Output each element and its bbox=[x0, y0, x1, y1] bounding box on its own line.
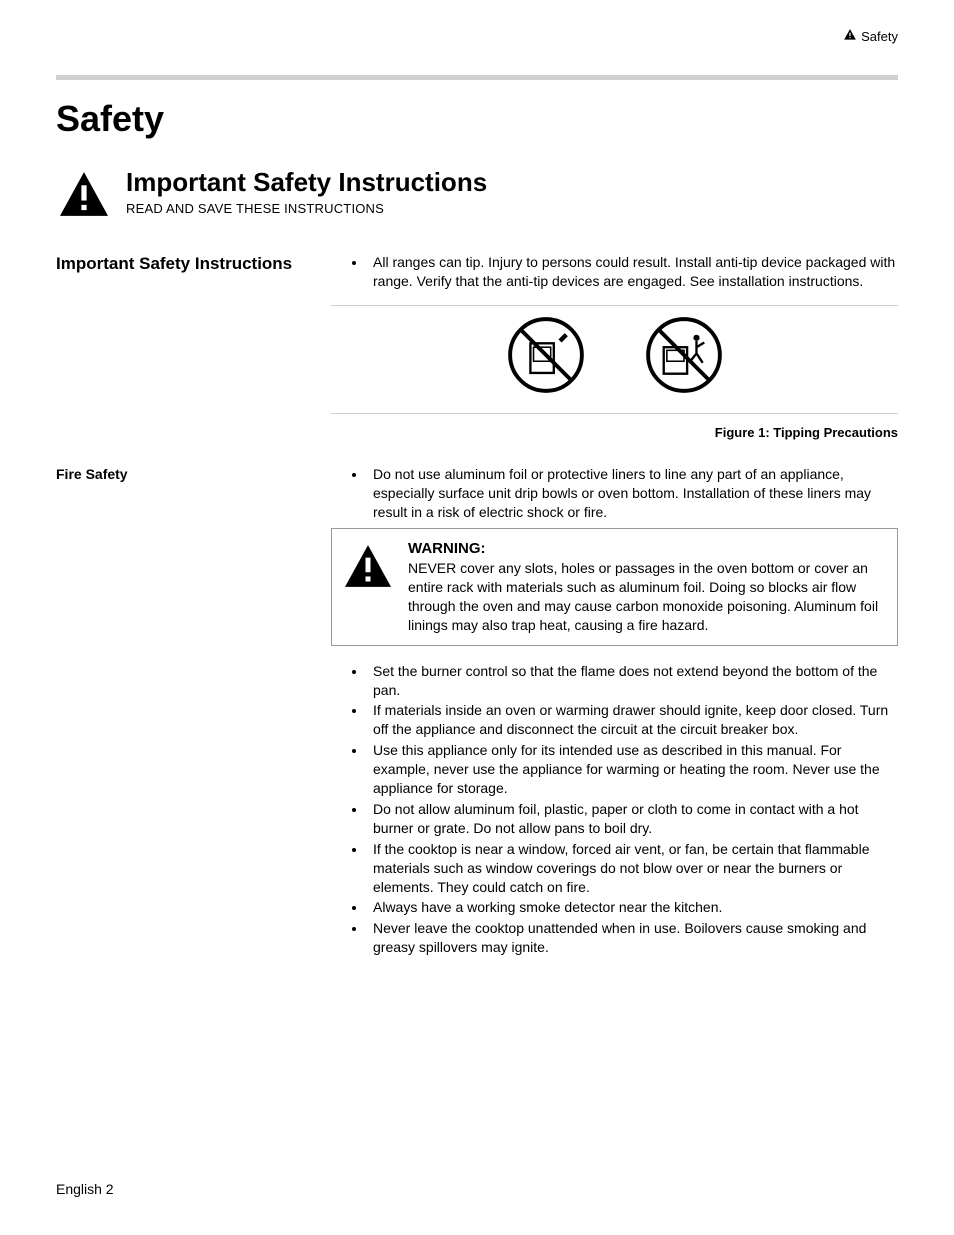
side-label: Fire Safety bbox=[56, 465, 311, 959]
bullet-list: All ranges can tip. Injury to persons co… bbox=[331, 253, 898, 291]
bullet-list: Do not use aluminum foil or protective l… bbox=[331, 465, 898, 522]
page-title: Safety bbox=[56, 98, 898, 140]
list-item: Always have a working smoke detector nea… bbox=[367, 898, 898, 917]
side-label: Important Safety Instructions bbox=[56, 253, 311, 455]
no-tip-icon bbox=[507, 316, 585, 399]
header-label: Safety bbox=[861, 29, 898, 44]
rule bbox=[331, 305, 898, 306]
warning-triangle-icon bbox=[843, 28, 857, 45]
figure-row bbox=[331, 316, 898, 399]
body-col: All ranges can tip. Injury to persons co… bbox=[331, 253, 898, 455]
rule bbox=[331, 413, 898, 414]
bullet-list: Set the burner control so that the flame… bbox=[331, 662, 898, 957]
list-item: Set the burner control so that the flame… bbox=[367, 662, 898, 700]
body-col: Do not use aluminum foil or protective l… bbox=[331, 465, 898, 959]
warning-triangle-icon bbox=[342, 543, 394, 635]
warning-triangle-icon bbox=[56, 170, 112, 223]
top-divider bbox=[56, 75, 898, 80]
no-climb-icon bbox=[645, 316, 723, 399]
list-item: All ranges can tip. Injury to persons co… bbox=[367, 253, 898, 291]
figure-caption: Figure 1: Tipping Precautions bbox=[331, 424, 898, 442]
warning-box: WARNING: NEVER cover any slots, holes or… bbox=[331, 528, 898, 646]
section-header: Important Safety Instructions READ AND S… bbox=[56, 168, 898, 223]
list-item: If materials inside an oven or warming d… bbox=[367, 701, 898, 739]
list-item: If the cooktop is near a window, forced … bbox=[367, 840, 898, 897]
warning-title: WARNING: bbox=[408, 540, 486, 557]
list-item: Never leave the cooktop unattended when … bbox=[367, 919, 898, 957]
page-footer: English 2 bbox=[56, 1181, 114, 1197]
block-fire-safety: Fire Safety Do not use aluminum foil or … bbox=[56, 465, 898, 959]
page-header: Safety bbox=[56, 28, 898, 45]
list-item: Do not allow aluminum foil, plastic, pap… bbox=[367, 800, 898, 838]
block-important-safety: Important Safety Instructions All ranges… bbox=[56, 253, 898, 455]
section-title: Important Safety Instructions bbox=[126, 168, 898, 197]
list-item: Use this appliance only for its intended… bbox=[367, 741, 898, 798]
warning-text: NEVER cover any slots, holes or passages… bbox=[408, 560, 878, 633]
list-item: Do not use aluminum foil or protective l… bbox=[367, 465, 898, 522]
section-subtitle: READ AND SAVE THESE INSTRUCTIONS bbox=[126, 201, 898, 216]
